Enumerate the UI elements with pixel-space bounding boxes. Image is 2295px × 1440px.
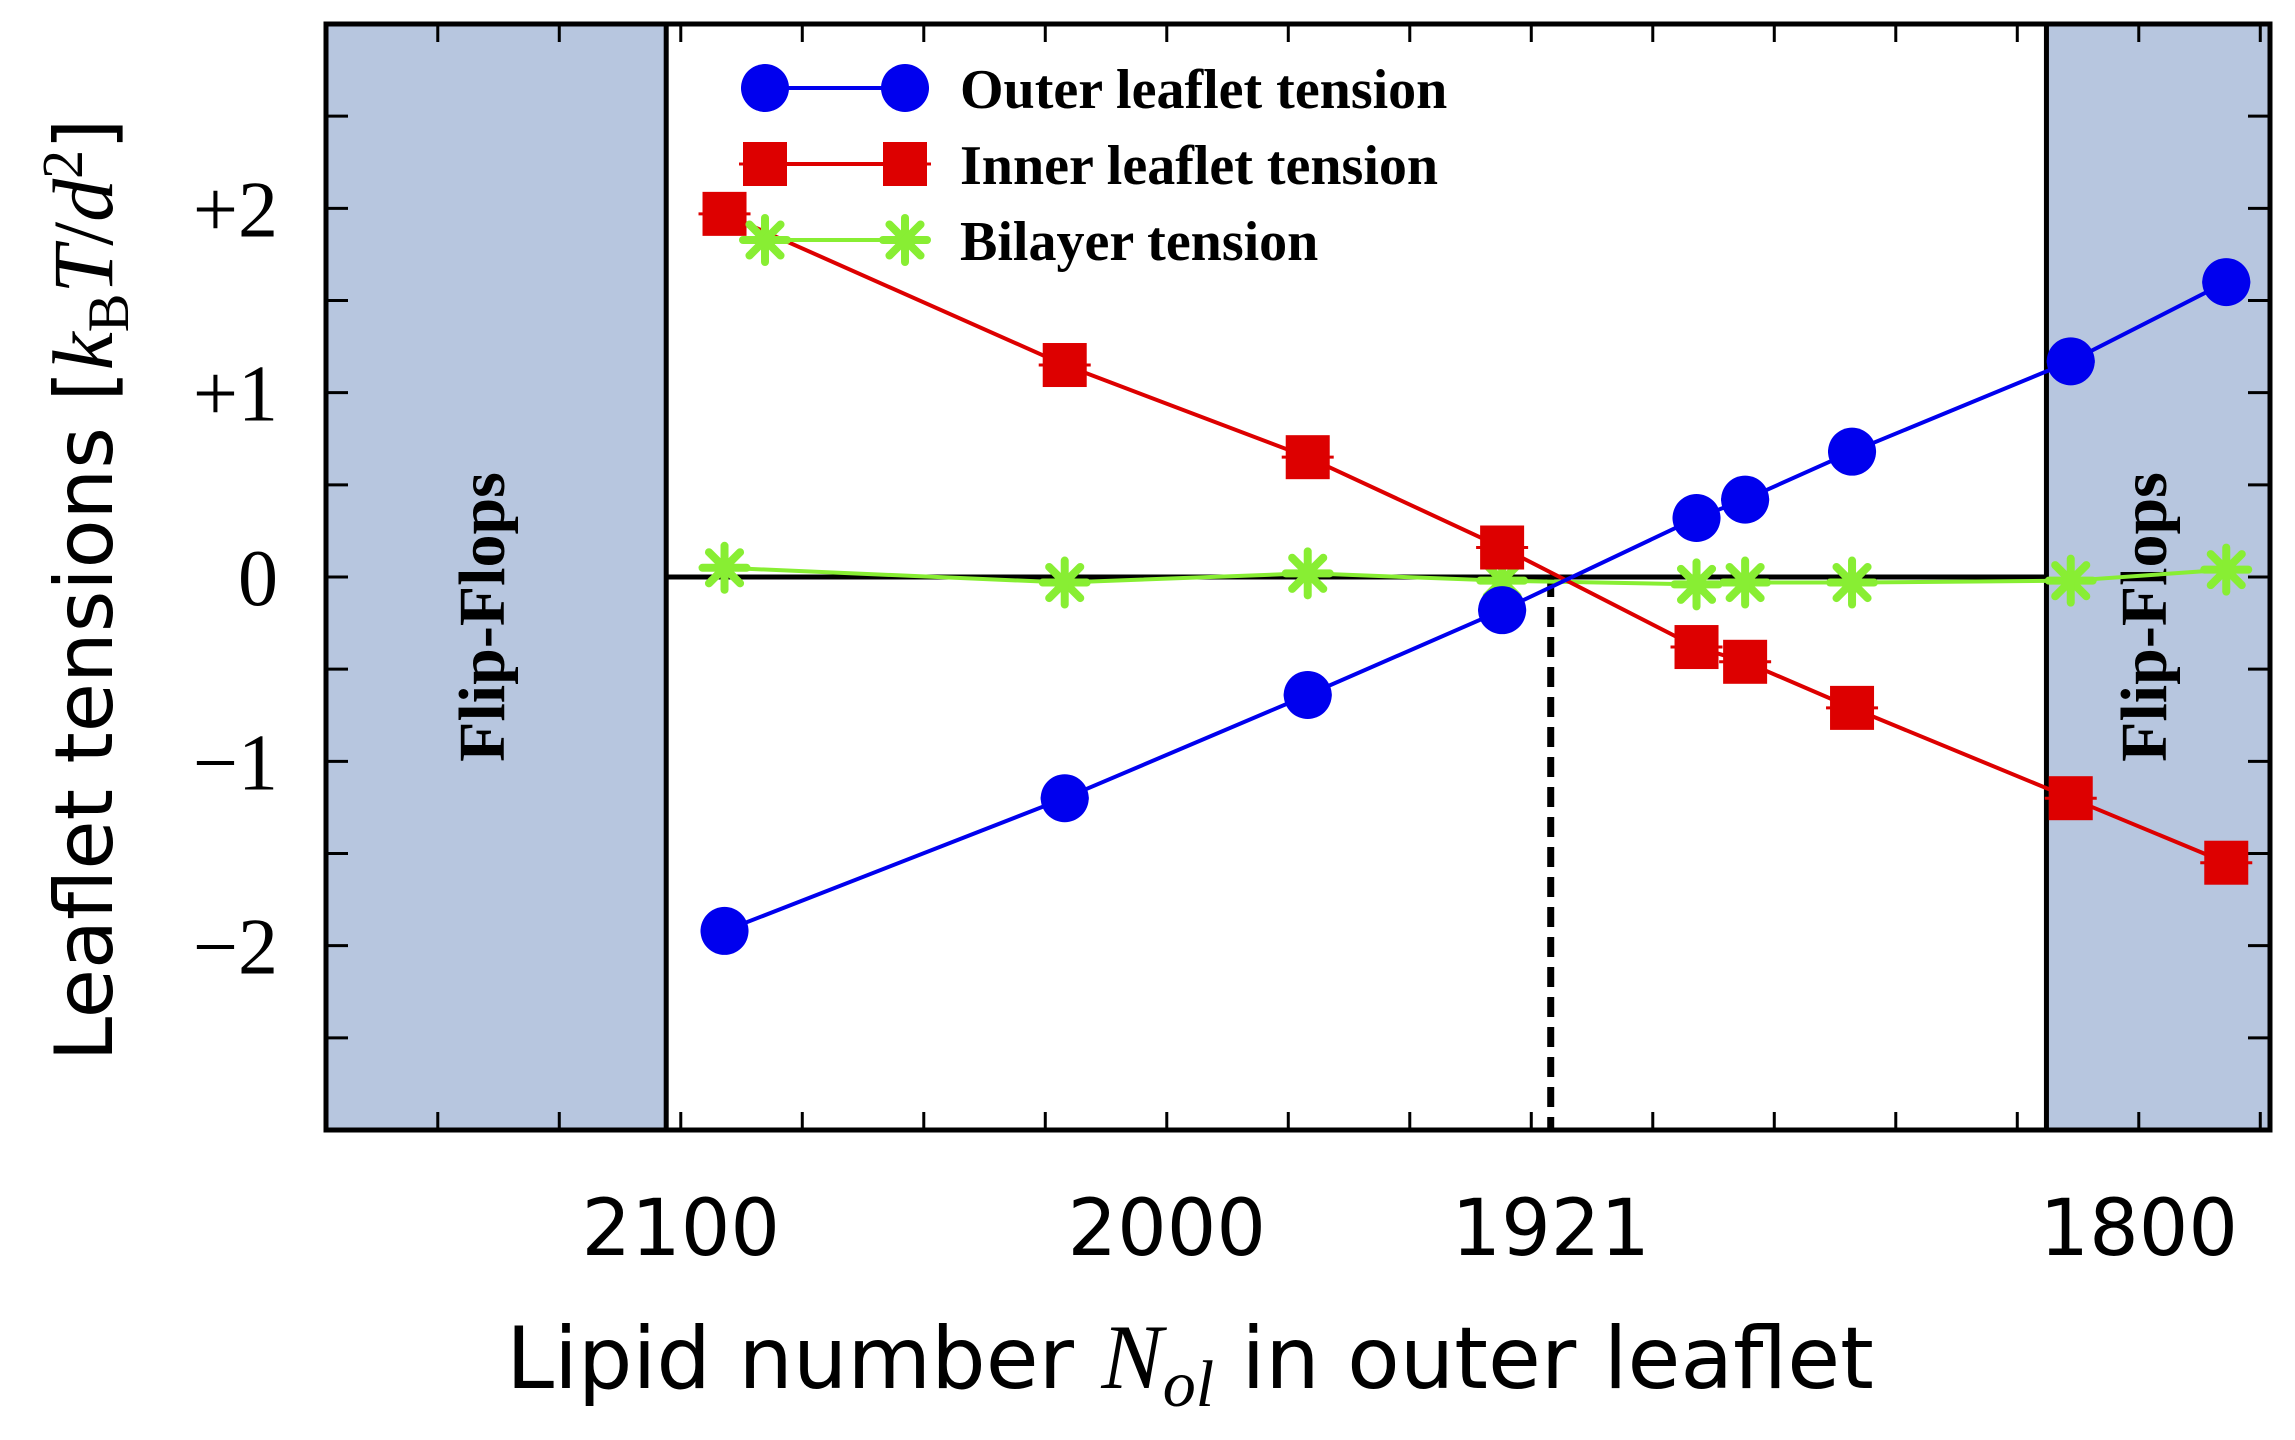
x-axis-label-subscript: ol — [1163, 1348, 1214, 1421]
outer-leaflet-tension-point-4 — [1478, 586, 1527, 635]
legend-bilayer-tension-marker-left — [739, 214, 791, 266]
y-axis-label-k-sub: B — [76, 294, 141, 333]
inner-leaflet-tension-point-7 — [1830, 685, 1875, 730]
data-series — [698, 191, 2253, 955]
bilayer-tension-point-9 — [2200, 543, 2253, 596]
inner-leaflet-tension-point-4 — [1480, 525, 1525, 570]
inner-leaflet-tension-point-1 — [702, 191, 747, 236]
x-axis-label-prefix: Lipid number — [506, 1309, 1101, 1409]
inner-leaflet-tension-point-2 — [1042, 343, 1087, 388]
x-axis-label: Lipid number Nol in outer leaflet — [506, 1306, 1874, 1421]
x-tick-label-1921: 1921 — [1451, 1184, 1650, 1274]
x-tick-label-2000: 2000 — [1068, 1184, 1267, 1274]
y-axis-label-t: T — [35, 241, 131, 294]
inner-leaflet-tension-point-3 — [1285, 435, 1330, 480]
legend-bilayer-tension-label: Bilayer tension — [960, 211, 1318, 273]
legend-inner-leaflet-tension-label: Inner leaflet tension — [960, 135, 1438, 197]
y-tick-label: −2 — [193, 904, 278, 992]
axis-ticks — [326, 24, 2270, 1130]
y-tick-label: 0 — [238, 535, 278, 623]
legend-bilayer-tension-marker-right — [879, 214, 931, 266]
outer-leaflet-tension-point-7 — [1828, 427, 1877, 476]
y-tick-label: −1 — [193, 719, 278, 807]
bilayer-tension-point-5 — [1670, 558, 1723, 611]
outer-leaflet-tension-point-1 — [700, 906, 749, 955]
y-tick-label: +1 — [193, 351, 278, 439]
y-axis-label-d-sup: 2 — [30, 150, 95, 179]
legend-inner-leaflet-tension-marker-right — [883, 142, 927, 186]
shaded-regions: Flip-Flops Flip-Flops — [326, 24, 2270, 1130]
y-axis-label-prefix: Leaflet tensions [ — [38, 370, 131, 1061]
bilayer-tension-point-6 — [1719, 556, 1772, 609]
outer-leaflet-tension-point-9 — [2202, 258, 2251, 307]
bilayer-tension-point-1 — [698, 541, 751, 594]
x-axis-label-suffix: in outer leaflet — [1214, 1309, 1874, 1409]
x-tick-label-2100: 2100 — [582, 1184, 781, 1274]
outer-leaflet-tension-point-2 — [1040, 774, 1089, 823]
bilayer-tension-point-8 — [2044, 554, 2097, 607]
y-axis-label-suffix: ] — [38, 119, 131, 150]
outer-leaflet-tension-point-3 — [1283, 670, 1332, 719]
outer-leaflet-tension-point-8 — [2046, 337, 2095, 386]
inner-leaflet-tension-point-6 — [1723, 639, 1768, 684]
legend-inner-leaflet-tension-marker-left — [743, 142, 787, 186]
plot-border — [323, 21, 2273, 1133]
tick-labels: 2100 2000 1921 1800 +2 +1 0 −1 −2 — [193, 166, 2238, 1274]
inner-leaflet-tension-point-8 — [2048, 776, 2093, 821]
y-axis-label-k: k — [35, 330, 131, 370]
legend-outer-leaflet-tension-label: Outer leaflet tension — [960, 59, 1447, 121]
bilayer-tension-point-7 — [1826, 556, 1879, 609]
plot-frame — [323, 21, 2273, 1133]
reference-lines — [666, 574, 2047, 1130]
outer-leaflet-tension-point-6 — [1721, 475, 1770, 524]
inner-leaflet-tension-line — [723, 212, 2228, 865]
y-axis-label: Leaflet tensions [kBT/d2] — [30, 119, 141, 1062]
bilayer-tension-point-3 — [1281, 547, 1334, 600]
x-tick-label-1800: 1800 — [2040, 1184, 2239, 1274]
y-axis-label-slash: / — [35, 222, 131, 246]
legend: Outer leaflet tension Inner leaflet tensi… — [739, 59, 1447, 273]
inner-leaflet-tension-point-9 — [2204, 840, 2249, 885]
y-tick-label: +2 — [193, 166, 278, 254]
y-axis-label-d: d — [35, 178, 131, 222]
x-axis-label-symbol: N — [1100, 1306, 1167, 1408]
bilayer-tension-point-2 — [1038, 556, 1091, 609]
legend-outer-leaflet-tension-marker-left — [741, 64, 789, 112]
outer-leaflet-tension-point-5 — [1672, 494, 1721, 543]
flip-flop-region-1 — [326, 24, 667, 1130]
legend-outer-leaflet-tension-marker-right — [881, 64, 929, 112]
inner-leaflet-tension-point-5 — [1674, 625, 1719, 670]
flip-flop-label-2: Flip-Flops — [2108, 472, 2181, 762]
flip-flop-label-1: Flip-Flops — [446, 472, 519, 762]
outer-leaflet-tension-line — [723, 280, 2228, 933]
